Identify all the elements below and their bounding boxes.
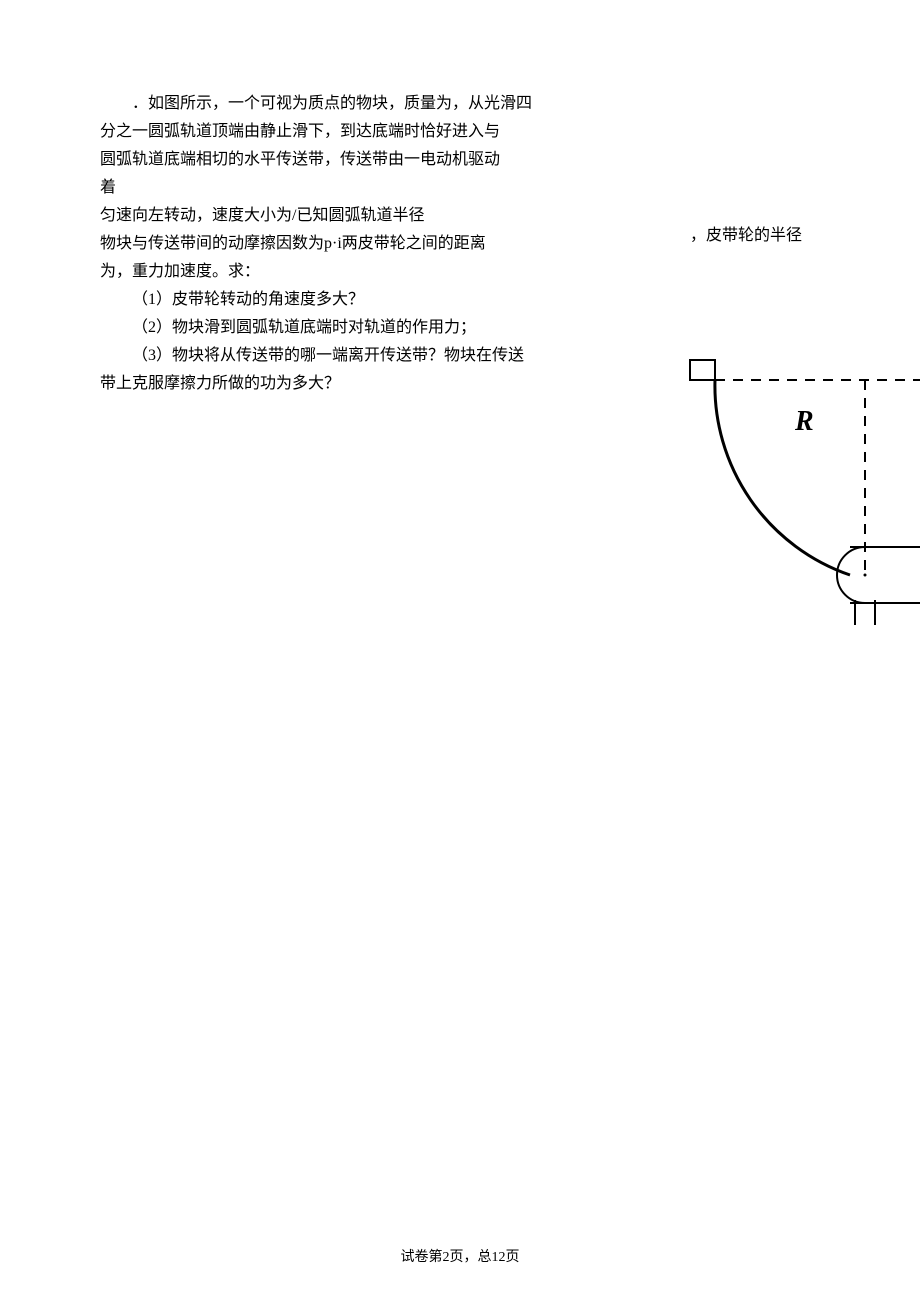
intro-line-2: 分之一圆弧轨道顶端由静止滑下，到达底端时恰好进入与 — [100, 118, 560, 146]
content-area: ．如图所示，一个可视为质点的物块，质量为，从光滑四 分之一圆弧轨道顶端由静止滑下… — [100, 90, 920, 398]
side-note: ，皮带轮的半径 — [690, 221, 802, 245]
question-2: （2）物块滑到圆弧轨道底端时对轨道的作用力； — [100, 314, 560, 342]
arc-track — [715, 380, 850, 575]
block-box — [690, 360, 715, 380]
pulley-left — [837, 547, 865, 603]
intro-line-3: 圆弧轨道底端相切的水平传送带，传送带由一电动机驱动 — [100, 146, 560, 174]
pulley-center-dot — [864, 574, 867, 577]
physics-diagram: R R — [680, 320, 920, 640]
question-3b: 带上克服摩擦力所做的功为多大？ — [100, 370, 560, 398]
question-1: （1）皮带轮转动的角速度多大？ — [100, 286, 560, 314]
problem-text: ．如图所示，一个可视为质点的物块，质量为，从光滑四 分之一圆弧轨道顶端由静止滑下… — [100, 90, 560, 398]
intro-line-1: ．如图所示，一个可视为质点的物块，质量为，从光滑四 — [100, 90, 560, 118]
page-footer: 试卷第2页，总12页 — [0, 1246, 920, 1266]
intro-line-5: 匀速向左转动，速度大小为/已知圆弧轨道半径 — [100, 202, 560, 230]
label-r1: R — [794, 406, 814, 437]
intro-line-4: 着 — [100, 174, 560, 202]
intro-line-7: 为，重力加速度。求： — [100, 258, 560, 286]
intro-line-6: 物块与传送带间的动摩擦因数为p·i两皮带轮之间的距离 — [100, 230, 560, 258]
question-3a: （3）物块将从传送带的哪一端离开传送带？物块在传送 — [100, 342, 560, 370]
